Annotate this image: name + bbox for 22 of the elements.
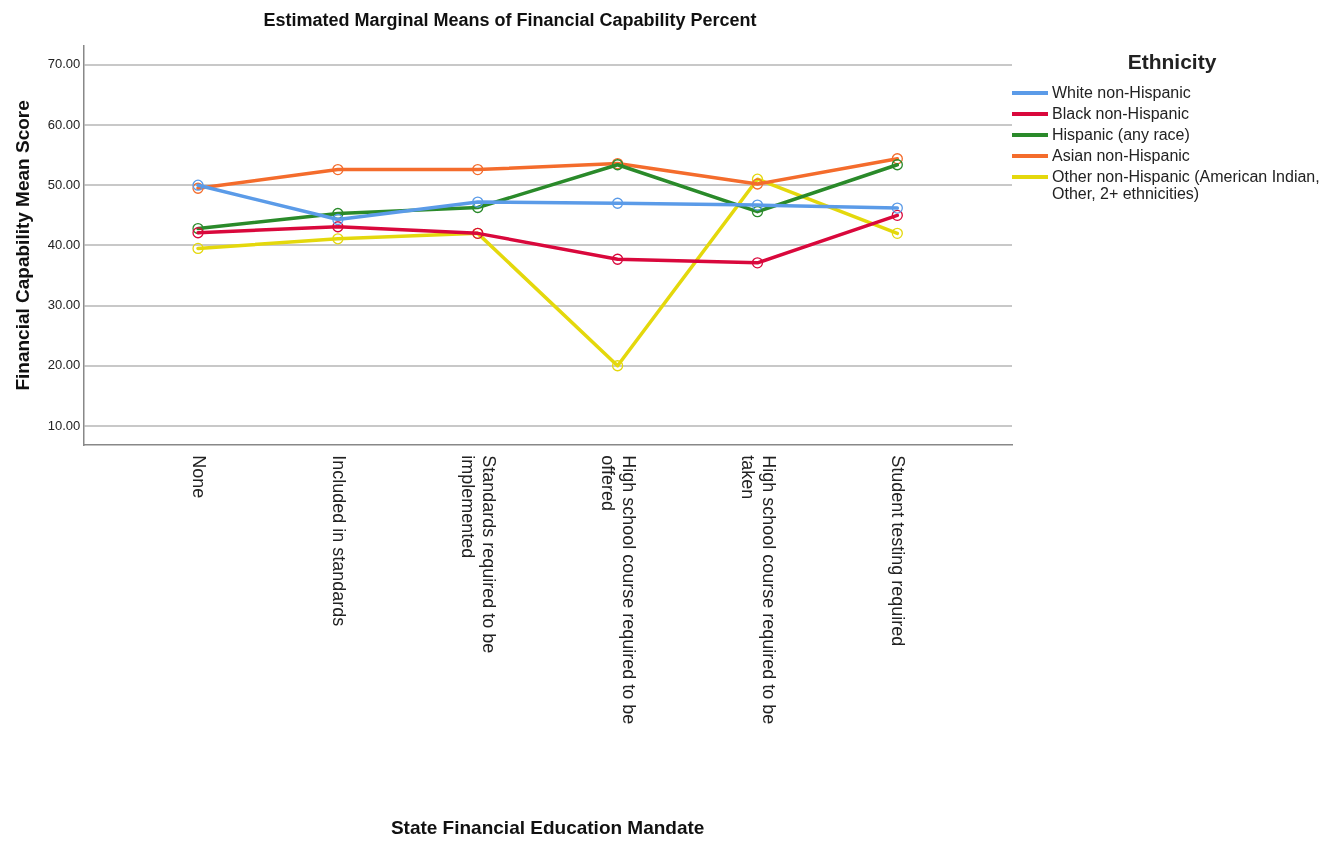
x-tick-label: None xyxy=(189,455,210,499)
legend-title: Ethnicity xyxy=(1126,50,1218,74)
chart-title: Estimated Marginal Means of Financial Capability Percent xyxy=(263,9,757,30)
x-tick-label: Student testing required xyxy=(888,455,909,647)
y-axis-title: Financial Capability Mean Score xyxy=(11,100,33,391)
legend-label: Hispanic (any race) xyxy=(1052,126,1190,143)
y-tick-label: 30.00 xyxy=(47,297,81,313)
x-tick-label: High school course required to be offered xyxy=(598,455,640,725)
x-tick-label: High school course required to be taken xyxy=(737,455,779,725)
y-tick-label: 50.00 xyxy=(47,176,81,192)
y-tick-label: 60.00 xyxy=(47,116,81,132)
y-tick-label: 20.00 xyxy=(47,357,81,373)
y-tick-label: 70.00 xyxy=(47,56,81,72)
legend-label: Asian non-Hispanic xyxy=(1052,147,1190,164)
x-tick-label: Standards required to be implemented xyxy=(458,455,500,654)
legend-label: Black non-Hispanic xyxy=(1052,105,1189,122)
legend-label: White non-Hispanic xyxy=(1052,84,1191,101)
x-tick-label: Included in standards xyxy=(328,455,349,627)
y-tick-label: 40.00 xyxy=(47,236,81,252)
y-tick-label: 10.00 xyxy=(47,417,81,433)
legend-label: Other non-Hispanic (American Indian, Other, 2+ ethnicities) xyxy=(1052,168,1321,202)
x-axis-title: State Financial Education Mandate xyxy=(390,816,705,838)
